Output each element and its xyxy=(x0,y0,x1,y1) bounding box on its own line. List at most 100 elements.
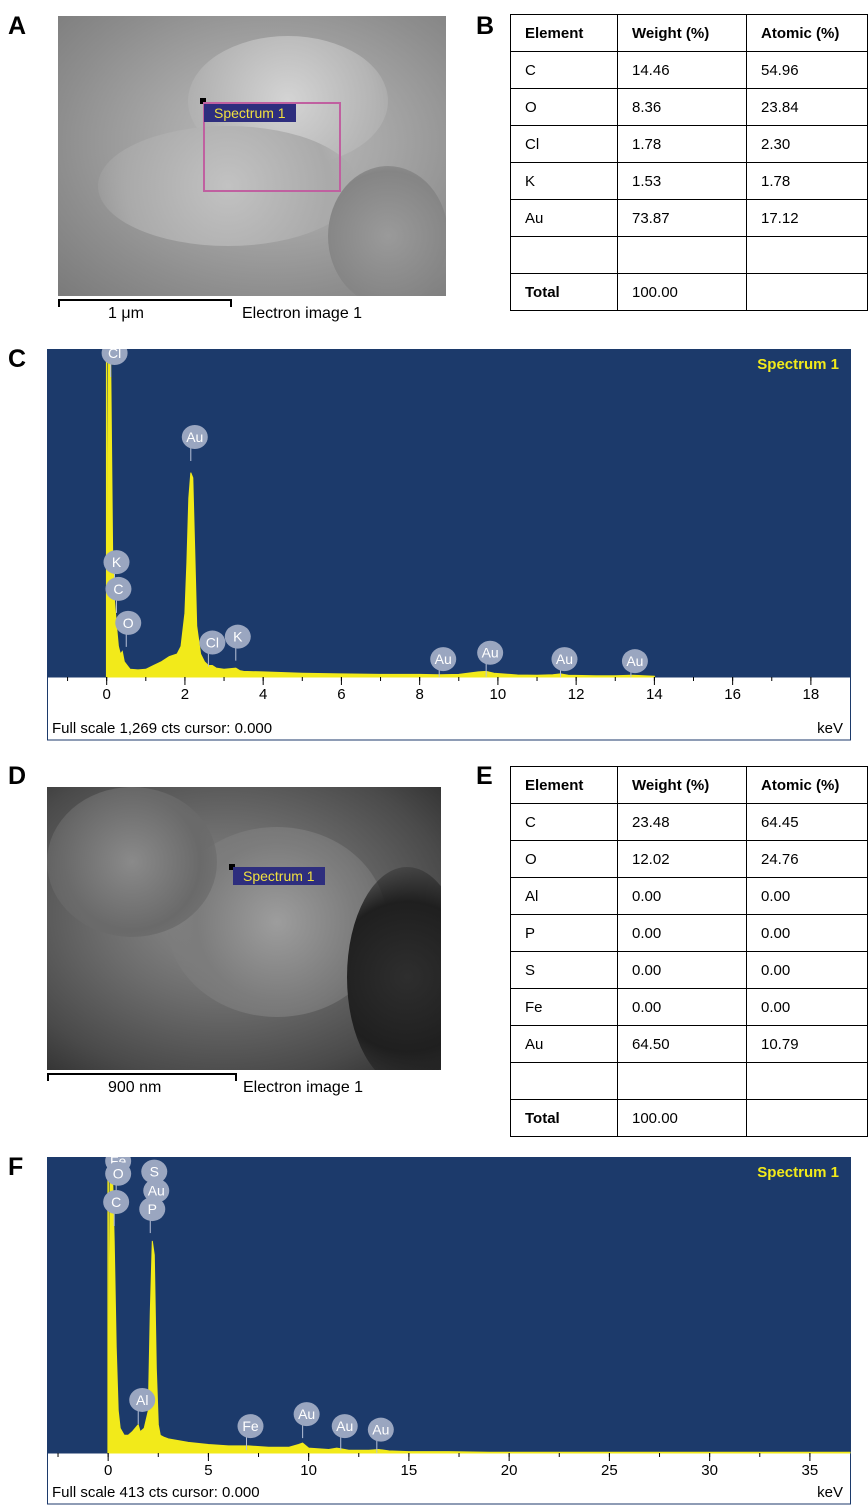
x-tick-label: 16 xyxy=(724,686,741,703)
table-cell: 0.00 xyxy=(617,914,747,952)
scale-bar xyxy=(58,299,232,307)
table-cell: 1.78 xyxy=(617,125,747,163)
panel-letter-e: E xyxy=(476,762,493,790)
table-cell xyxy=(746,236,868,274)
peak-label: Au xyxy=(556,651,573,667)
table-cell xyxy=(746,1062,868,1100)
column-header: Element xyxy=(510,14,618,52)
peak-label-badge xyxy=(367,1417,394,1442)
peak-label: Al xyxy=(136,1392,148,1408)
spectrum-tag: Spectrum 1 xyxy=(233,867,325,885)
full-scale-readout: Full scale 1,269 cts cursor: 0.000 xyxy=(52,720,272,737)
table-cell: S xyxy=(510,951,618,989)
table-header-row: Element Weight (%) Atomic (%) xyxy=(510,766,868,804)
table-cell: C xyxy=(510,803,618,841)
table-row: C 23.48 64.45 xyxy=(510,803,868,841)
table-cell: Fe xyxy=(510,988,618,1026)
peak-label: O xyxy=(123,615,134,631)
substrate-region xyxy=(328,166,446,296)
x-tick-label: 14 xyxy=(646,686,663,703)
x-tick-label: 10 xyxy=(490,686,507,703)
table-cell: 17.12 xyxy=(746,199,868,237)
x-tick-label: 20 xyxy=(501,1462,518,1479)
composition-table-e: Element Weight (%) Atomic (%) C 23.48 64.4… xyxy=(510,766,868,1137)
table-cell: 1.53 xyxy=(617,162,747,200)
cursor-marker xyxy=(229,864,235,870)
table-cell: 0.00 xyxy=(617,951,747,989)
x-axis-label: keV xyxy=(817,720,843,737)
table-cell: 0.00 xyxy=(617,988,747,1026)
peak-label-badge xyxy=(430,647,457,672)
x-tick-label: 8 xyxy=(415,686,423,703)
table-cell: 100.00 xyxy=(617,273,747,311)
table-cell: 1.78 xyxy=(746,162,868,200)
peak-label: S xyxy=(150,1164,159,1180)
table-cell: K xyxy=(510,162,618,200)
scale-bar xyxy=(47,1073,237,1081)
total-row: Total 100.00 xyxy=(510,1099,868,1137)
peak-label-badge xyxy=(237,1414,264,1439)
table-cell: P xyxy=(510,914,618,952)
axis-footer xyxy=(47,676,851,741)
dark-region xyxy=(347,867,441,1070)
x-tick-label: 18 xyxy=(803,686,820,703)
composition-table-b: Element Weight (%) Atomic (%) C 14.46 54.9… xyxy=(510,14,868,311)
peak-label-badge xyxy=(199,630,226,655)
table-cell: 8.36 xyxy=(617,88,747,126)
table-row xyxy=(510,236,868,274)
spectrum-series xyxy=(107,1160,851,1454)
spectrum-region-box[interactable] xyxy=(203,102,341,192)
electron-image-d: Spectrum 1 xyxy=(47,787,441,1070)
table-row xyxy=(510,1062,868,1100)
column-header: Atomic (%) xyxy=(746,14,868,52)
peak-label-badge xyxy=(224,624,251,649)
table-cell: O xyxy=(510,88,618,126)
table-row: C 14.46 54.96 xyxy=(510,51,868,89)
electron-image-a: Spectrum 1 xyxy=(58,16,446,296)
spectrum-tag: Spectrum 1 xyxy=(204,104,296,122)
peak-label: Au xyxy=(626,653,643,669)
substrate-region xyxy=(47,787,217,937)
table-row: O 8.36 23.84 xyxy=(510,88,868,126)
table-cell: Total xyxy=(510,1099,618,1137)
column-header: Element xyxy=(510,766,618,804)
scale-bar-label: 900 nm xyxy=(108,1079,162,1096)
table-cell: 2.30 xyxy=(746,125,868,163)
table-cell: 0.00 xyxy=(746,914,868,952)
plot-area xyxy=(47,1157,851,1453)
peak-label-badge xyxy=(551,647,578,672)
table-cell: 0.00 xyxy=(746,877,868,915)
table-cell: 64.45 xyxy=(746,803,868,841)
table-cell: 0.00 xyxy=(746,988,868,1026)
peak-label-badge xyxy=(293,1402,320,1427)
peak-label: Au xyxy=(372,1422,389,1438)
table-cell: Au xyxy=(510,1025,618,1063)
peak-label-badge xyxy=(141,1159,168,1184)
peak-label-badge xyxy=(129,1387,156,1412)
table-cell: Total xyxy=(510,273,618,311)
table-cell: 100.00 xyxy=(617,1099,747,1137)
peak-label-badge xyxy=(105,576,132,601)
x-tick-label: 6 xyxy=(337,686,345,703)
column-header: Weight (%) xyxy=(617,14,747,52)
column-header: Weight (%) xyxy=(617,766,747,804)
x-axis-label: keV xyxy=(817,1484,843,1501)
peak-label: Au xyxy=(298,1406,315,1422)
peak-label-badge xyxy=(331,1414,358,1439)
x-tick-label: 15 xyxy=(401,1462,418,1479)
x-tick-label: 30 xyxy=(701,1462,718,1479)
peak-label: K xyxy=(233,629,243,645)
image-caption: Electron image 1 xyxy=(242,305,363,322)
table-cell xyxy=(746,273,868,311)
table-cell: Al xyxy=(510,877,618,915)
peak-label: Cl xyxy=(108,349,121,361)
panel-letter-f: F xyxy=(8,1153,24,1181)
peak-label-badge xyxy=(621,649,648,674)
peak-label-badge xyxy=(115,610,142,635)
peak-label-badge xyxy=(103,1190,130,1215)
panel-letter-c: C xyxy=(8,345,27,373)
x-tick-label: 2 xyxy=(181,686,189,703)
peak-label: Au xyxy=(148,1183,165,1199)
scale-bar-label: 1 μm xyxy=(108,305,144,322)
